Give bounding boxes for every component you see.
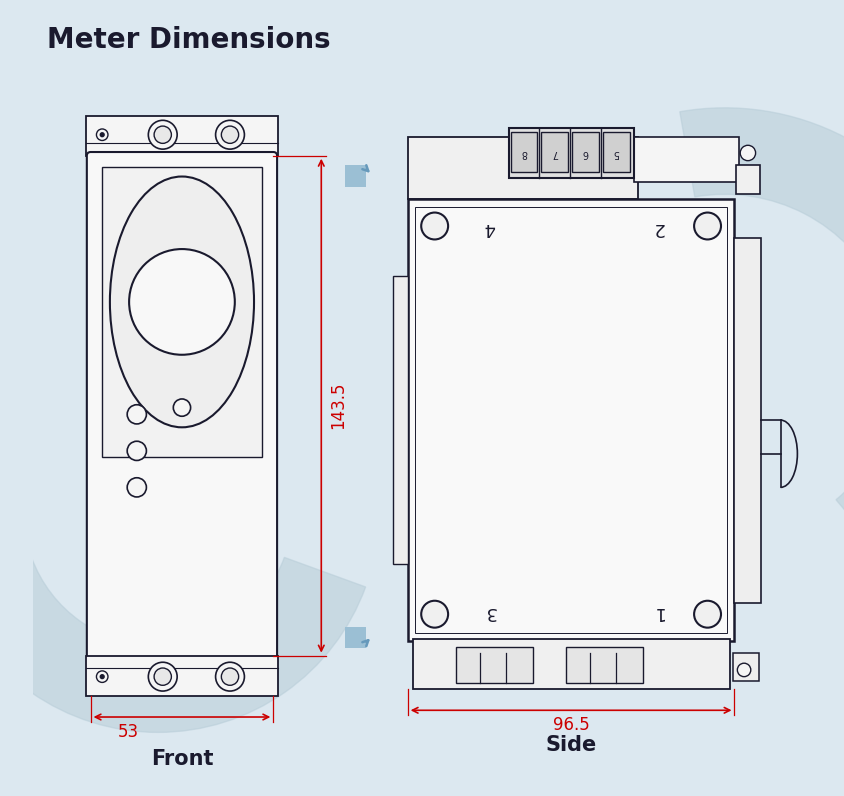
Circle shape xyxy=(738,663,751,677)
Ellipse shape xyxy=(110,177,254,427)
Bar xyxy=(408,137,638,199)
Bar xyxy=(736,166,760,194)
Bar xyxy=(509,128,634,178)
Bar xyxy=(733,653,760,681)
Text: Meter Dimensions: Meter Dimensions xyxy=(47,26,331,54)
FancyBboxPatch shape xyxy=(87,152,277,659)
Text: 4: 4 xyxy=(484,219,495,237)
Circle shape xyxy=(127,441,146,460)
Circle shape xyxy=(100,133,104,137)
Circle shape xyxy=(149,662,177,691)
Circle shape xyxy=(129,249,235,355)
Circle shape xyxy=(215,662,245,691)
Text: 2: 2 xyxy=(652,219,663,237)
Text: 1: 1 xyxy=(652,603,663,621)
Bar xyxy=(734,237,761,603)
Bar xyxy=(456,647,533,684)
Bar xyxy=(511,132,538,172)
Circle shape xyxy=(694,213,721,240)
Circle shape xyxy=(221,668,239,685)
Text: 96.5: 96.5 xyxy=(553,716,589,734)
Bar xyxy=(345,166,366,186)
Bar xyxy=(102,167,262,457)
Text: 7: 7 xyxy=(552,148,558,158)
Bar xyxy=(345,626,366,648)
Circle shape xyxy=(740,146,755,161)
Text: 3: 3 xyxy=(484,603,495,621)
Bar xyxy=(413,639,730,689)
Text: 8: 8 xyxy=(521,148,528,158)
Bar xyxy=(572,132,599,172)
Circle shape xyxy=(96,671,108,682)
Circle shape xyxy=(421,601,448,628)
Text: 53: 53 xyxy=(117,723,138,741)
Circle shape xyxy=(421,213,448,240)
Text: Front: Front xyxy=(151,749,214,769)
Text: Side: Side xyxy=(545,736,597,755)
Bar xyxy=(393,276,408,564)
Bar xyxy=(634,137,739,181)
Text: 143.5: 143.5 xyxy=(329,382,347,429)
Text: 6: 6 xyxy=(582,148,588,158)
Circle shape xyxy=(694,601,721,628)
Text: 5: 5 xyxy=(613,148,619,158)
Circle shape xyxy=(127,404,146,424)
Wedge shape xyxy=(0,557,365,732)
Bar xyxy=(415,207,727,634)
Bar xyxy=(603,132,630,172)
Circle shape xyxy=(154,668,171,685)
Bar xyxy=(566,647,643,684)
Circle shape xyxy=(149,120,177,149)
Circle shape xyxy=(221,126,239,143)
Bar xyxy=(86,115,278,156)
Bar xyxy=(86,656,278,696)
Circle shape xyxy=(215,120,245,149)
Circle shape xyxy=(100,675,104,678)
Circle shape xyxy=(173,399,191,416)
Bar xyxy=(541,132,568,172)
Bar xyxy=(408,199,734,641)
Circle shape xyxy=(127,478,146,497)
Circle shape xyxy=(154,126,171,143)
Circle shape xyxy=(96,129,108,140)
Wedge shape xyxy=(679,107,844,566)
